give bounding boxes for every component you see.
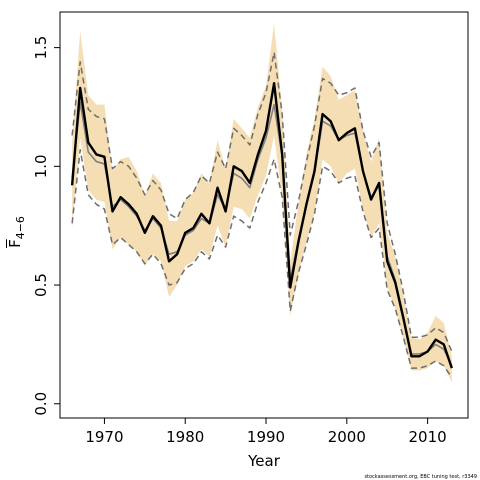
y-axis-title-subscript: 4−6 [14,216,27,239]
confidence-band [72,23,452,383]
y-axis-title: F4−6 [6,216,27,248]
plot-marks [70,23,453,383]
footer-note: stockassessment.org, EBC tuning test, r3… [364,474,477,480]
y-tick-label: 0.5 [32,273,50,297]
y-axis-title-main: F [6,239,24,248]
alt-lower-bound-line [71,148,453,379]
x-axis-title: Year [247,452,281,470]
axes: 1970 1980 1990 2000 2010 0.0 0.5 1.0 1.5 [32,36,447,446]
x-tick-label: 1980 [166,428,204,446]
estimate-line [70,82,453,369]
y-tick-label: 1.5 [32,36,50,60]
y-tick-label: 1.0 [32,154,50,178]
plot-frame [59,11,469,419]
x-tick-label: 1990 [247,428,285,446]
alt-estimate-line [71,101,453,367]
svg-text:F4−6: F4−6 [6,216,27,248]
x-tick-label: 1970 [85,428,123,446]
y-tick-label: 0.0 [32,392,50,416]
x-tick-label: 2000 [328,428,366,446]
alt-upper-bound-line [71,51,453,352]
x-tick-label: 2010 [409,428,447,446]
